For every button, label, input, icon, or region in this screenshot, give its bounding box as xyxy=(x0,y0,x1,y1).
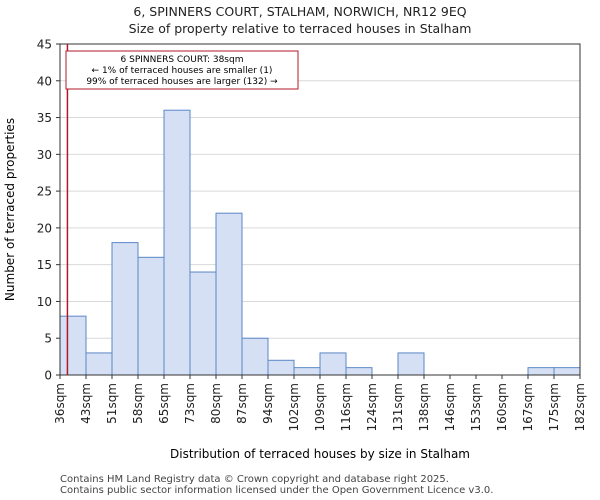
annotation-box: 6 SPINNERS COURT: 38sqm ← 1% of terraced… xyxy=(65,50,299,90)
chart-title: 6, SPINNERS COURT, STALHAM, NORWICH, NR1… xyxy=(133,4,467,19)
x-tick-label: 182sqm xyxy=(573,383,587,431)
y-axis: 0 5 10 15 20 25 30 35 40 45 xyxy=(37,38,60,383)
x-axis-label: Distribution of terraced houses by size … xyxy=(170,447,470,461)
y-tick-label: 25 xyxy=(37,185,52,199)
x-tick-label: 73sqm xyxy=(183,383,197,424)
histogram-bar xyxy=(111,242,139,376)
y-tick-label: 20 xyxy=(37,221,52,235)
bars xyxy=(59,109,581,376)
y-tick-label: 0 xyxy=(44,369,52,383)
annotation-line-1: 6 SPINNERS COURT: 38sqm xyxy=(121,55,244,65)
footer-copyright: Contains HM Land Registry data © Crown c… xyxy=(60,474,449,485)
x-tick-label: 80sqm xyxy=(209,383,223,424)
x-tick-label: 167sqm xyxy=(521,383,535,431)
x-tick-label: 43sqm xyxy=(79,383,93,424)
histogram-bar xyxy=(137,256,165,376)
x-tick-label: 160sqm xyxy=(495,383,509,431)
x-tick-label: 153sqm xyxy=(469,383,483,431)
annotation-line-3: 99% of terraced houses are larger (132) … xyxy=(86,77,278,87)
histogram-bar xyxy=(241,337,269,376)
x-tick-label: 58sqm xyxy=(131,383,145,424)
histogram-bar xyxy=(319,352,347,376)
histogram-bar xyxy=(267,359,295,376)
y-tick-label: 45 xyxy=(37,38,52,52)
histogram-bar xyxy=(553,367,581,376)
y-tick-label: 40 xyxy=(37,74,52,88)
x-tick-label: 102sqm xyxy=(287,383,301,431)
x-tick-label: 146sqm xyxy=(443,383,457,431)
histogram-bar xyxy=(85,352,113,376)
y-axis-label: Number of terraced properties xyxy=(3,118,17,301)
histogram-bar xyxy=(293,367,321,376)
y-tick-label: 10 xyxy=(37,295,52,309)
histogram-bar xyxy=(163,109,191,376)
histogram-bar xyxy=(527,367,555,376)
x-tick-label: 109sqm xyxy=(313,383,327,431)
histogram-chart: 0 5 10 15 20 25 30 35 40 45 36sqm 43sqm 51sqm 58sqm 6… xyxy=(3,38,587,462)
histogram-bar xyxy=(59,315,87,376)
x-tick-label: 65sqm xyxy=(157,383,171,424)
x-tick-label: 124sqm xyxy=(365,383,379,431)
y-tick-label: 15 xyxy=(37,258,52,272)
x-tick-label: 36sqm xyxy=(53,383,67,424)
histogram-bar xyxy=(345,367,373,376)
y-tick-label: 5 xyxy=(44,332,52,346)
y-tick-label: 35 xyxy=(37,111,52,125)
x-tick-label: 116sqm xyxy=(339,383,353,431)
x-tick-label: 51sqm xyxy=(105,383,119,424)
annotation-frame xyxy=(65,50,299,90)
footer-licence: Contains public sector information licen… xyxy=(60,485,494,496)
annotation-line-2: ← 1% of terraced houses are smaller (1) xyxy=(92,66,273,76)
histogram-bar xyxy=(215,212,243,376)
x-axis: 36sqm 43sqm 51sqm 58sqm 65sqm 73sqm 80sqm 87sqm… xyxy=(53,375,587,431)
histogram-bar xyxy=(397,352,425,376)
histogram-bar xyxy=(189,271,217,376)
y-tick-label: 30 xyxy=(37,148,52,162)
x-tick-label: 138sqm xyxy=(417,383,431,431)
x-tick-label: 175sqm xyxy=(547,383,561,431)
x-tick-label: 94sqm xyxy=(261,383,275,424)
x-tick-label: 131sqm xyxy=(391,383,405,431)
x-tick-label: 87sqm xyxy=(235,383,249,424)
chart-subtitle: Size of property relative to terraced ho… xyxy=(128,21,472,36)
